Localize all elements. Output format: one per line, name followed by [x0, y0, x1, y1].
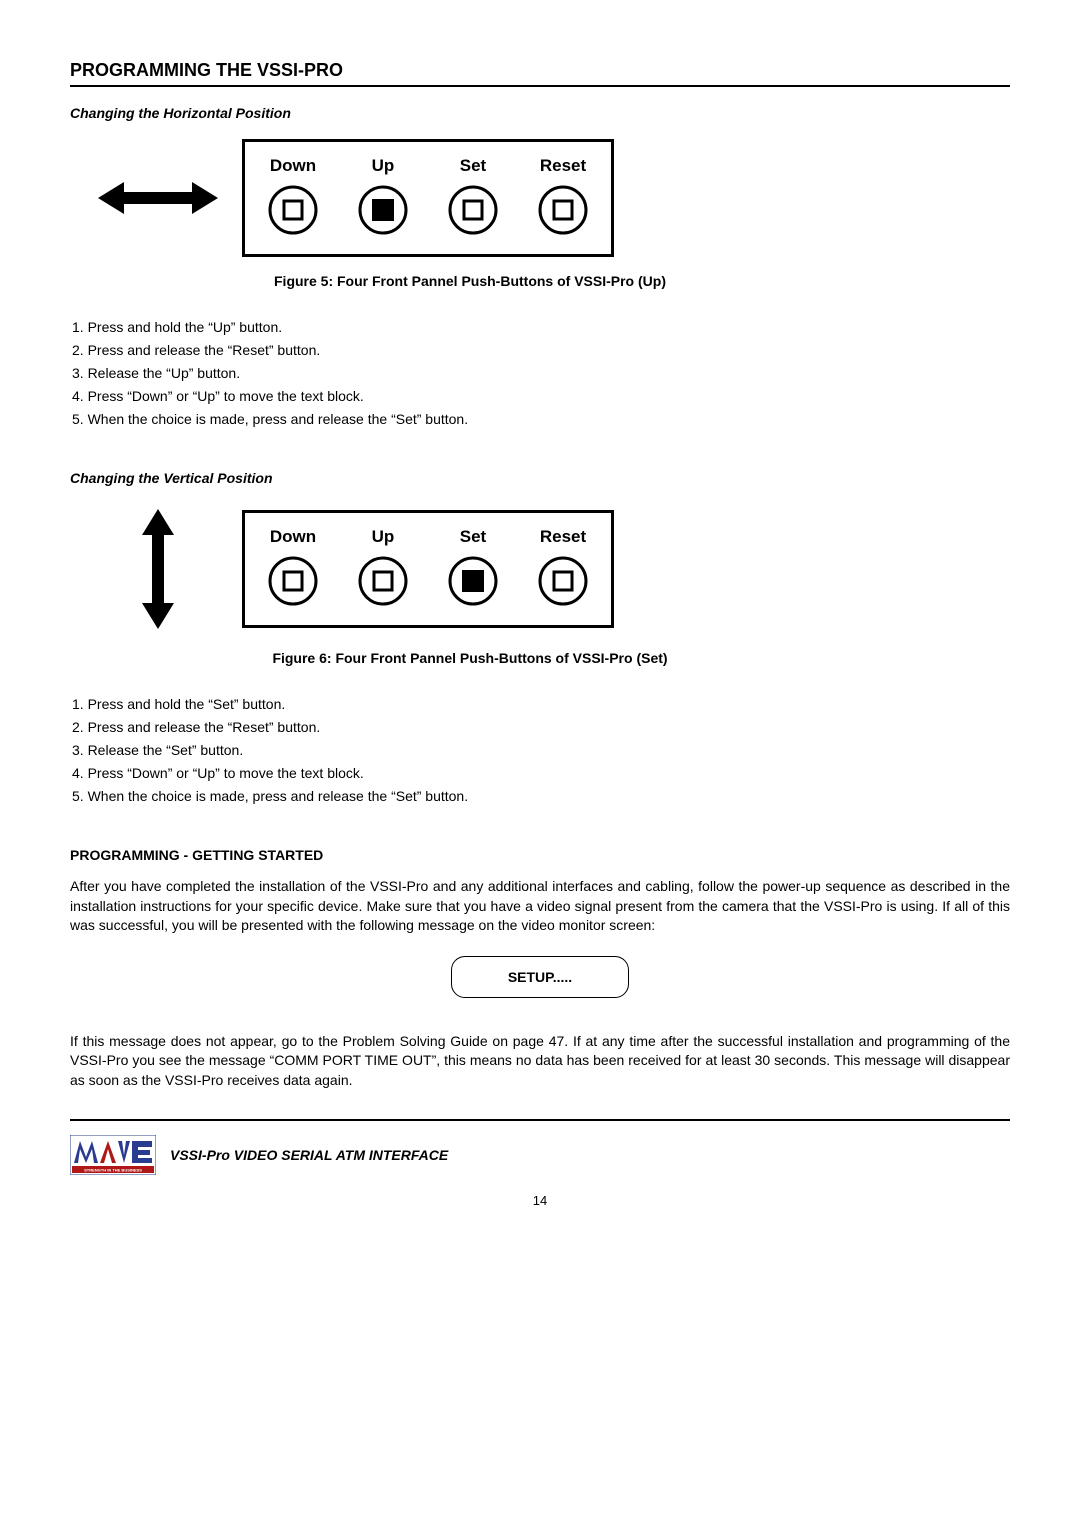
- step: 3. Release the “Up” button.: [72, 363, 1010, 384]
- step: 1. Press and hold the “Up” button.: [72, 317, 1010, 338]
- button-label: Down: [270, 156, 316, 176]
- steps-vertical: 1. Press and hold the “Set” button. 2. P…: [72, 694, 1010, 807]
- push-button-icon: [447, 184, 499, 236]
- button-down: Down: [267, 527, 319, 607]
- subheading-getting-started: PROGRAMMING - GETTING STARTED: [70, 847, 1010, 863]
- svg-text:STRENGTH IN THE BUSINESS: STRENGTH IN THE BUSINESS: [84, 1167, 142, 1172]
- button-panel-fig6: Down Up Set Reset: [242, 510, 614, 628]
- footer-rule: [70, 1119, 1010, 1121]
- button-label: Up: [372, 156, 395, 176]
- button-label: Set: [460, 527, 486, 547]
- button-reset: Reset: [537, 156, 589, 236]
- page-title: PROGRAMMING THE VSSI-PRO: [70, 60, 1010, 87]
- step: 4. Press “Down” or “Up” to move the text…: [72, 763, 1010, 784]
- subheading-horizontal: Changing the Horizontal Position: [70, 105, 1010, 121]
- push-button-icon: [267, 184, 319, 236]
- step: 3. Release the “Set” button.: [72, 740, 1010, 761]
- push-button-icon: [537, 555, 589, 607]
- push-button-icon: [537, 184, 589, 236]
- push-button-icon: [357, 555, 409, 607]
- steps-horizontal: 1. Press and hold the “Up” button. 2. Pr…: [72, 317, 1010, 430]
- push-button-icon-pressed: [447, 555, 499, 607]
- setup-box: SETUP.....: [451, 956, 629, 998]
- step: 2. Press and release the “Reset” button.: [72, 340, 1010, 361]
- button-down: Down: [267, 156, 319, 236]
- button-set: Set: [447, 156, 499, 236]
- figure-6-row: Down Up Set Reset: [98, 504, 1010, 634]
- page-number: 14: [70, 1193, 1010, 1208]
- button-up: Up: [357, 527, 409, 607]
- step: 1. Press and hold the “Set” button.: [72, 694, 1010, 715]
- push-button-icon: [267, 555, 319, 607]
- figure-5-caption: Figure 5: Four Front Pannel Push-Buttons…: [240, 273, 700, 289]
- footer-product: VSSI-Pro VIDEO SERIAL ATM INTERFACE: [170, 1147, 448, 1163]
- button-set: Set: [447, 527, 499, 607]
- button-label: Reset: [540, 527, 586, 547]
- push-button-icon-pressed: [357, 184, 409, 236]
- horizontal-arrow-icon: [98, 170, 218, 226]
- step: 5. When the choice is made, press and re…: [72, 786, 1010, 807]
- button-label: Down: [270, 527, 316, 547]
- button-reset: Reset: [537, 527, 589, 607]
- setup-box-wrap: SETUP.....: [70, 956, 1010, 998]
- subheading-vertical: Changing the Vertical Position: [70, 470, 1010, 486]
- step: 5. When the choice is made, press and re…: [72, 409, 1010, 430]
- wave-logo-icon: STRENGTH IN THE BUSINESS: [70, 1135, 156, 1175]
- button-label: Reset: [540, 156, 586, 176]
- button-label: Up: [372, 527, 395, 547]
- getting-started-para2: If this message does not appear, go to t…: [70, 1032, 1010, 1091]
- figure-5-row: Down Up Set Reset: [98, 139, 1010, 257]
- step: 2. Press and release the “Reset” button.: [72, 717, 1010, 738]
- button-label: Set: [460, 156, 486, 176]
- footer-row: STRENGTH IN THE BUSINESS VSSI-Pro VIDEO …: [70, 1135, 1010, 1175]
- figure-6-caption: Figure 6: Four Front Pannel Push-Buttons…: [240, 650, 700, 666]
- button-up: Up: [357, 156, 409, 236]
- getting-started-para1: After you have completed the installatio…: [70, 877, 1010, 936]
- step: 4. Press “Down” or “Up” to move the text…: [72, 386, 1010, 407]
- button-panel-fig5: Down Up Set Reset: [242, 139, 614, 257]
- vertical-arrow-icon: [128, 504, 188, 634]
